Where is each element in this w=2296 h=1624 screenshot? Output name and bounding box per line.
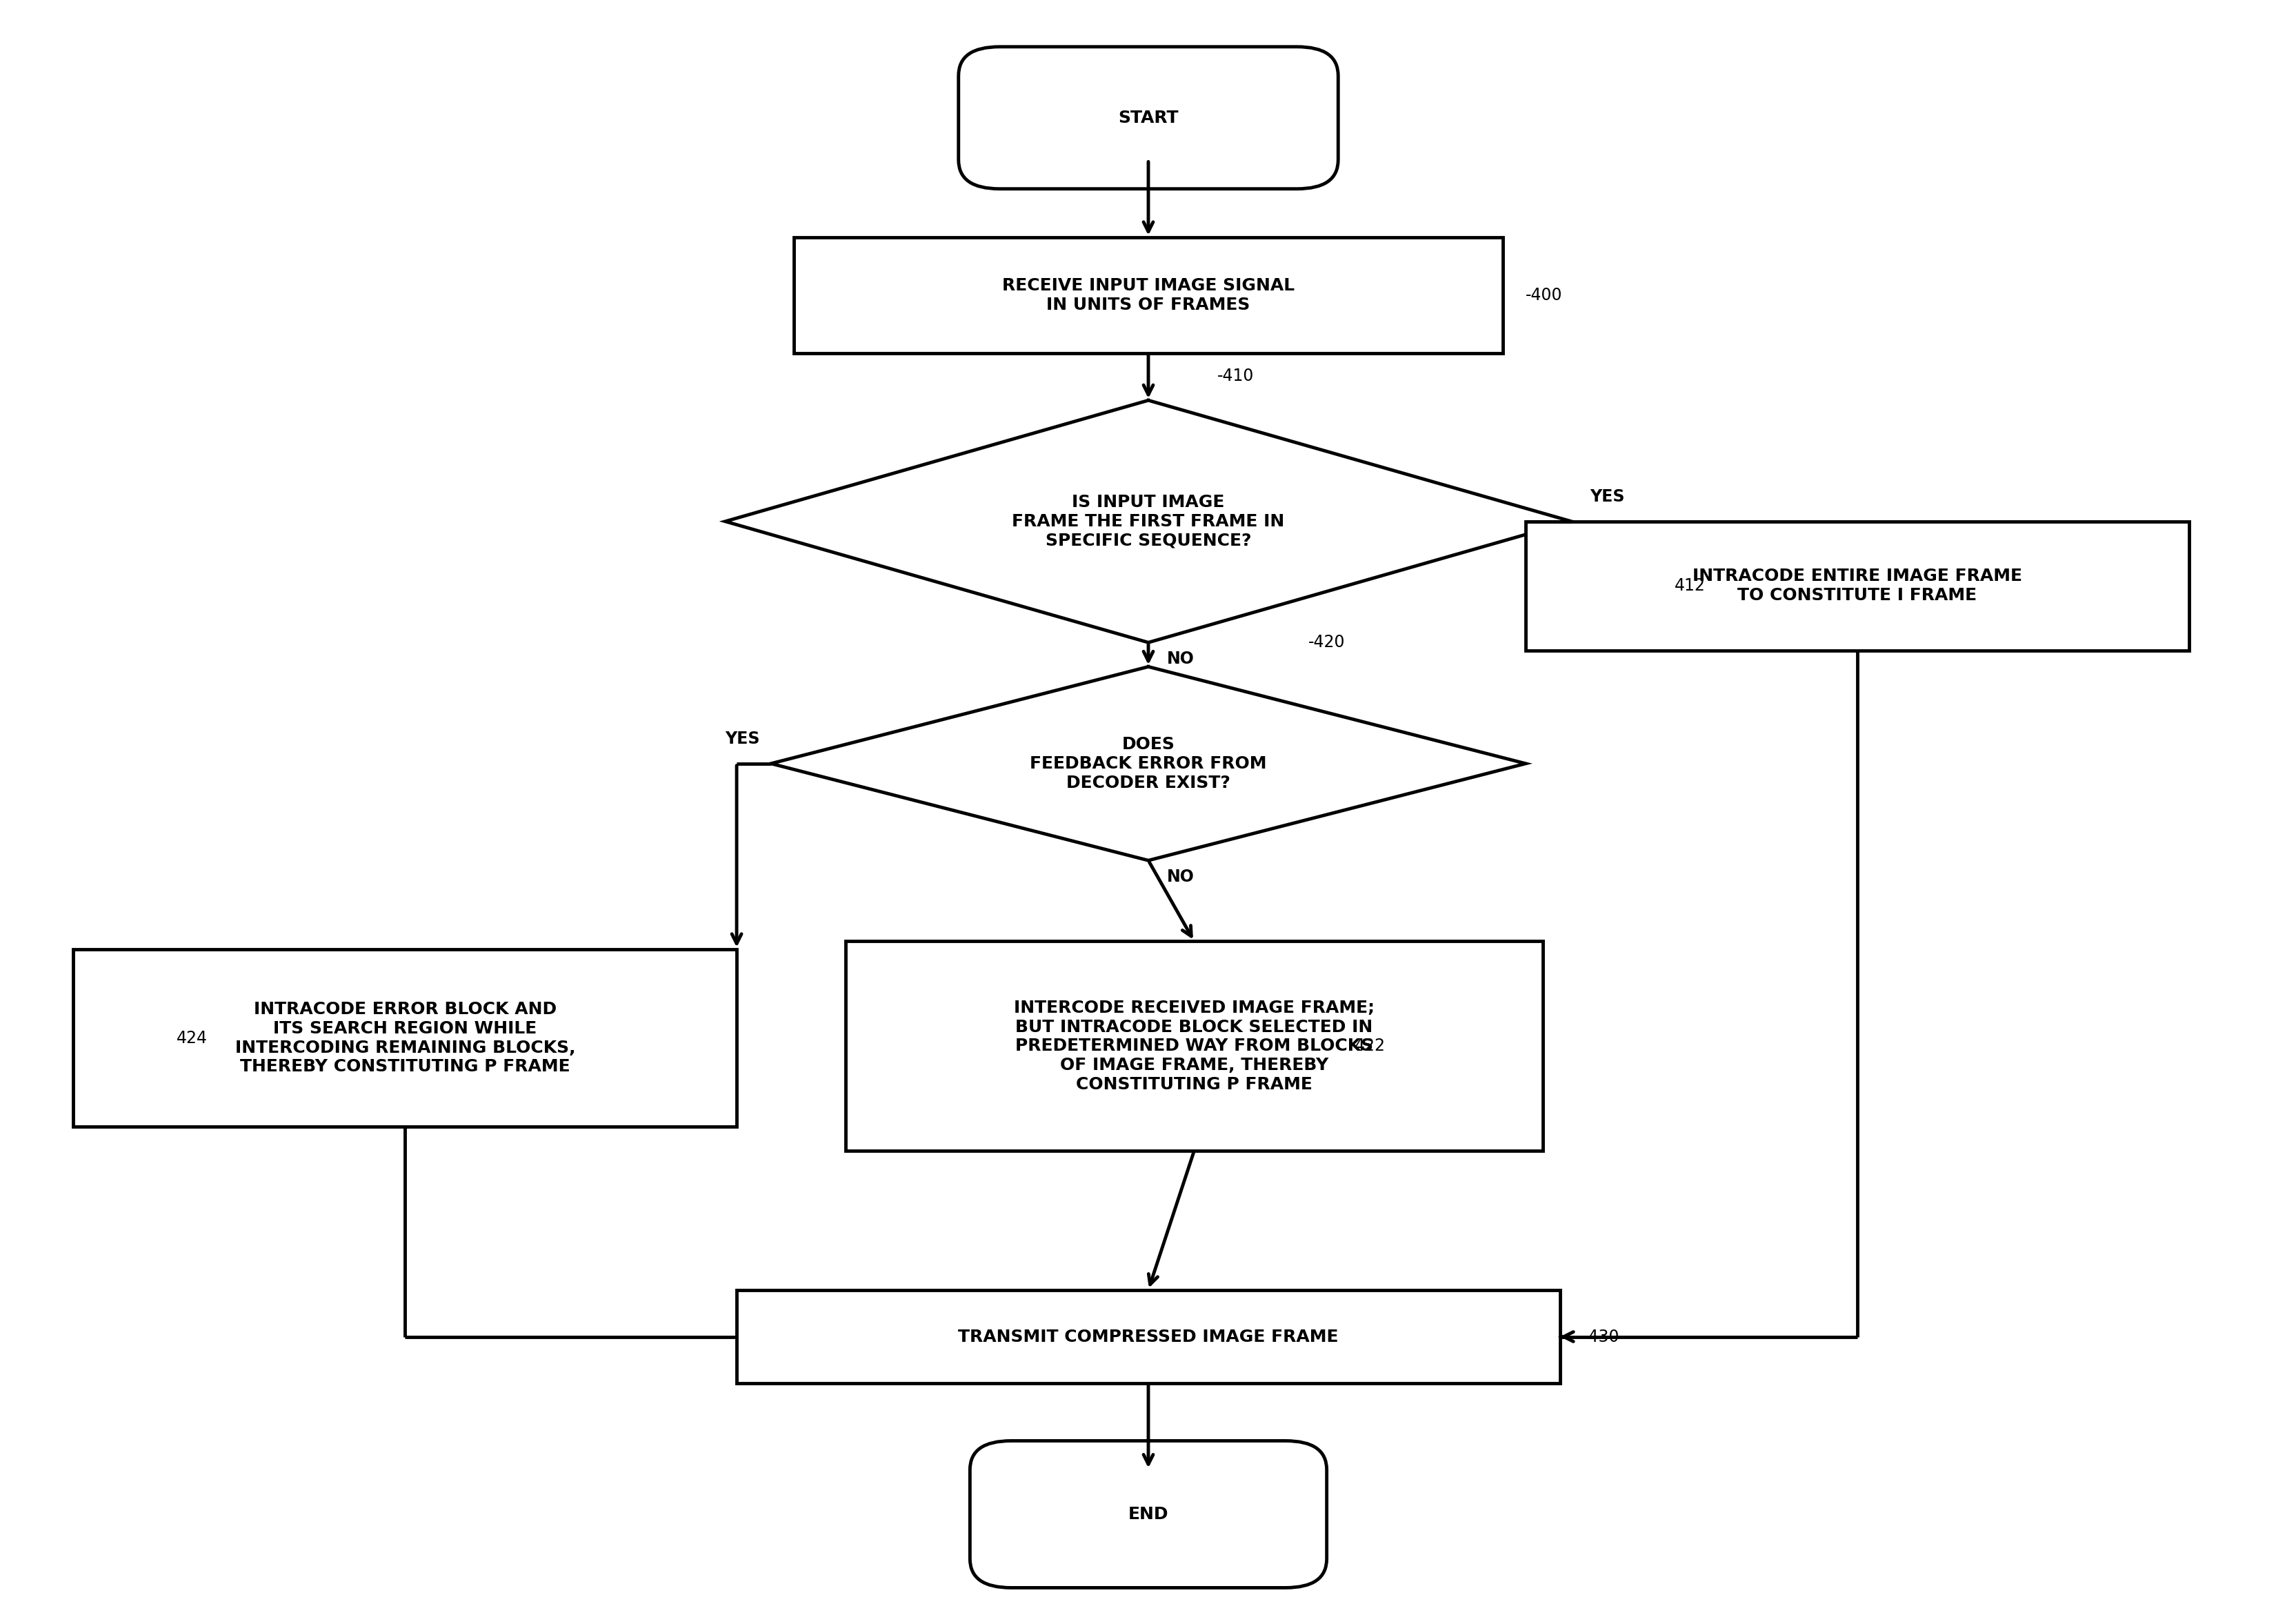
Text: NO: NO <box>1166 869 1194 885</box>
FancyBboxPatch shape <box>969 1440 1327 1588</box>
Text: -420: -420 <box>1309 633 1345 651</box>
Polygon shape <box>726 401 1570 643</box>
Bar <box>73 948 737 1127</box>
Text: YES: YES <box>726 731 760 747</box>
Text: INTRACODE ENTIRE IMAGE FRAME
TO CONSTITUTE I FRAME: INTRACODE ENTIRE IMAGE FRAME TO CONSTITU… <box>1692 568 2020 604</box>
Text: YES: YES <box>1589 489 1623 505</box>
Text: 412: 412 <box>1674 578 1706 594</box>
Text: DOES
FEEDBACK ERROR FROM
DECODER EXIST?: DOES FEEDBACK ERROR FROM DECODER EXIST? <box>1029 736 1267 791</box>
Bar <box>737 1289 1559 1384</box>
Text: INTRACODE ERROR BLOCK AND
ITS SEARCH REGION WHILE
INTERCODING REMAINING BLOCKS,
: INTRACODE ERROR BLOCK AND ITS SEARCH REG… <box>234 1000 574 1075</box>
Text: -410: -410 <box>1217 367 1254 385</box>
Text: -400: -400 <box>1525 287 1561 304</box>
Bar <box>845 942 1543 1151</box>
Text: NO: NO <box>1166 651 1194 667</box>
Text: END: END <box>1127 1505 1169 1523</box>
FancyBboxPatch shape <box>957 47 1339 188</box>
Text: RECEIVE INPUT IMAGE SIGNAL
IN UNITS OF FRAMES: RECEIVE INPUT IMAGE SIGNAL IN UNITS OF F… <box>1001 278 1295 313</box>
Text: 424: 424 <box>177 1030 207 1046</box>
Text: IS INPUT IMAGE
FRAME THE FIRST FRAME IN
SPECIFIC SEQUENCE?: IS INPUT IMAGE FRAME THE FIRST FRAME IN … <box>1013 494 1283 549</box>
Text: TRANSMIT COMPRESSED IMAGE FRAME: TRANSMIT COMPRESSED IMAGE FRAME <box>957 1328 1339 1345</box>
Text: 422: 422 <box>1355 1038 1384 1054</box>
Polygon shape <box>771 667 1525 861</box>
Text: -430: -430 <box>1582 1328 1619 1345</box>
Bar <box>1525 521 2188 651</box>
Bar <box>794 237 1502 354</box>
Text: START: START <box>1118 109 1178 127</box>
Text: INTERCODE RECEIVED IMAGE FRAME;
BUT INTRACODE BLOCK SELECTED IN
PREDETERMINED WA: INTERCODE RECEIVED IMAGE FRAME; BUT INTR… <box>1013 999 1373 1093</box>
